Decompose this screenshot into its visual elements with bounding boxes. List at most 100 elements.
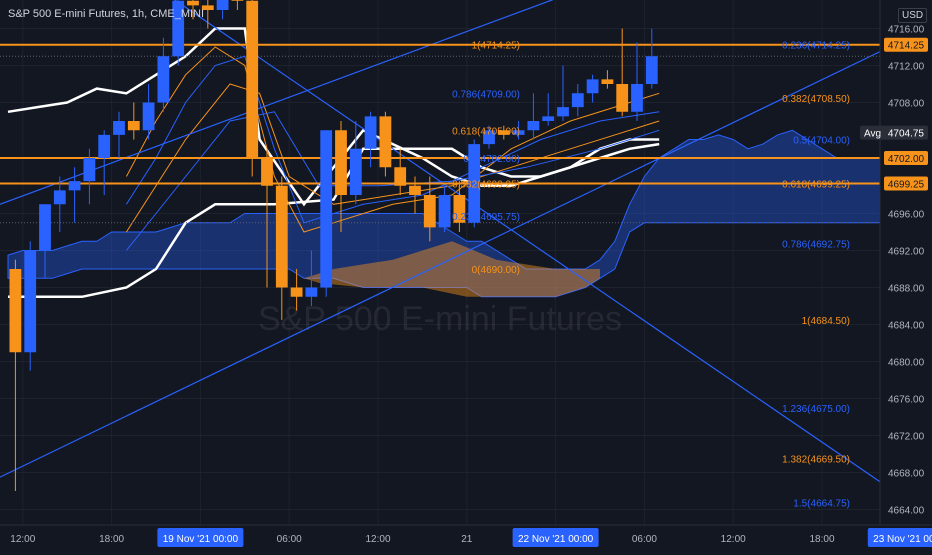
currency-badge[interactable]: USD (898, 8, 928, 23)
candle-body (113, 121, 125, 135)
candle-body (542, 116, 555, 121)
time-tick-label: 12:00 (721, 534, 746, 545)
fib-label-right: 1.382(4669.50) (782, 455, 850, 466)
avg-badge-label: Avg (864, 129, 881, 140)
price-badge (884, 151, 928, 165)
price-tick-label: 4708.00 (888, 99, 925, 110)
price-tick-label: 4672.00 (888, 432, 925, 443)
date-badge (867, 528, 932, 547)
candle-body (142, 102, 155, 131)
price-tick-label: 4692.00 (888, 247, 925, 258)
candle-body (453, 195, 466, 223)
candle-body (127, 121, 140, 131)
price-tick-label: 4712.00 (888, 62, 925, 73)
candle-body (201, 5, 214, 10)
price-badge-label: 4714.25 (888, 41, 925, 52)
fib-label-right: 0.5(4704.00) (793, 136, 850, 147)
trend-line-upper (0, 0, 554, 205)
price-tick-label: 4688.00 (888, 284, 925, 295)
candle-body (438, 195, 451, 228)
date-badge (157, 528, 244, 547)
chart-title: S&P 500 E-mini Futures, 1h, CME_MINI (8, 8, 205, 20)
candle-body (305, 287, 318, 297)
candle-body (157, 56, 170, 103)
price-badge-label: 4702.00 (888, 154, 925, 165)
fib-label-left: 0.236(4695.75) (452, 212, 520, 223)
candle-body (527, 121, 540, 131)
candle-body (557, 107, 569, 117)
price-tick-label: 4716.00 (888, 25, 925, 36)
price-tick-label: 4668.00 (888, 469, 925, 480)
candle-body (394, 167, 407, 186)
ma-line (125, 55, 660, 224)
fib-label-right: 1(4684.50) (802, 316, 850, 327)
ma-line (125, 83, 660, 233)
candle-body (187, 0, 199, 6)
fib-label-right: 0.382(4708.50) (782, 94, 850, 105)
time-tick-label: 18:00 (99, 534, 124, 545)
candle-body (290, 287, 303, 297)
ma-line (125, 46, 660, 233)
price-tick-label: 4680.00 (888, 358, 925, 369)
candle-body (261, 158, 273, 186)
fib-label-left: 0.382(4699.25) (452, 179, 520, 190)
time-tick-label: 18:00 (809, 534, 834, 545)
candle-body (24, 250, 37, 353)
trend-line-lower (0, 51, 881, 478)
candle-body (172, 0, 185, 57)
time-tick-label: 06:00 (277, 534, 302, 545)
candle-body (335, 130, 347, 195)
price-axis-bg (880, 0, 932, 550)
fib-label-left: 0.618(4705.00) (452, 126, 520, 137)
candle-body (631, 84, 643, 112)
candle-body (645, 56, 658, 84)
candle-body (586, 79, 599, 94)
time-tick-label: 12:00 (365, 534, 390, 545)
candle-body (246, 0, 259, 158)
fib-label-right: 0.618(4699.25) (782, 179, 850, 190)
candle-body (571, 93, 584, 108)
candle-body (320, 130, 333, 288)
price-badge (884, 37, 928, 52)
candle-body (53, 190, 66, 205)
fib-label-right: 1.236(4675.00) (782, 404, 850, 415)
price-badge (884, 176, 928, 191)
fib-label-left: 0.5(4702.00) (463, 154, 520, 165)
candle-body (423, 195, 436, 228)
candle-body (68, 181, 81, 191)
time-tick-label: 21 (461, 534, 473, 545)
candle-body (468, 144, 481, 223)
watermark: S&P 500 E-mini Futures (258, 300, 622, 338)
fib-label-left: 1(4714.25) (472, 41, 520, 52)
candle-body (483, 130, 495, 145)
price-tick-label: 4676.00 (888, 395, 925, 406)
candle-body (409, 185, 421, 195)
avg-badge-value: 4704.75 (888, 129, 925, 140)
candle-body (512, 130, 525, 135)
candle-body (216, 0, 229, 10)
candle-body (379, 116, 392, 168)
date-badge (512, 528, 599, 547)
cloud-area-bearish (304, 241, 600, 297)
date-badge-label: 22 Nov '21 00:00 (518, 534, 594, 545)
candle-body (497, 130, 510, 135)
price-tick-label: 4664.00 (888, 506, 925, 517)
baseline-line (7, 27, 660, 207)
trend-line-descending (173, 0, 881, 483)
time-tick-label: 12:00 (10, 534, 35, 545)
fib-label-right: 1.5(4664.75) (793, 499, 850, 510)
candle-body (39, 204, 51, 251)
candle-body (601, 79, 614, 84)
fib-label-left: 0(4690.00) (472, 265, 520, 276)
candle-body (83, 158, 96, 182)
fib-label-right: 0.786(4692.75) (782, 240, 850, 251)
date-badge-label: 19 Nov '21 00:00 (163, 534, 239, 545)
fib-label-left: 0.786(4709.00) (452, 89, 520, 100)
price-tick-label: 4684.00 (888, 321, 925, 332)
candle-body (364, 116, 377, 149)
candle-body (9, 269, 22, 353)
fib-label-right: 0.236(4714.25) (782, 41, 850, 52)
candle-body (275, 185, 288, 288)
